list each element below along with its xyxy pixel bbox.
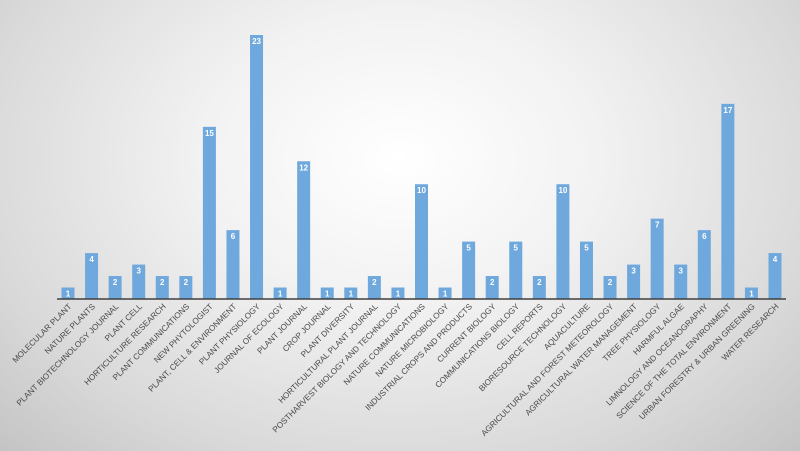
bar: [579, 241, 593, 299]
data-label: 1: [349, 290, 354, 299]
bar: [438, 287, 452, 299]
bar: [674, 264, 688, 299]
bar: [509, 241, 523, 299]
data-label: 2: [490, 278, 495, 287]
bar: [650, 218, 664, 299]
bar: [744, 287, 758, 299]
data-label: 10: [558, 186, 567, 195]
bar: [556, 184, 570, 299]
bar: [202, 126, 216, 300]
data-label: 4: [89, 255, 94, 264]
bar: [697, 230, 711, 299]
data-label: 1: [396, 290, 401, 299]
bar: [415, 184, 428, 299]
bar: [132, 264, 146, 299]
bar: [179, 276, 193, 299]
bar: [155, 276, 169, 299]
bar: [627, 264, 641, 299]
bar: [721, 103, 735, 299]
bar: [108, 276, 122, 299]
data-label: 17: [723, 106, 732, 115]
bar: [485, 276, 499, 299]
bar: [320, 287, 334, 299]
data-label: 3: [679, 267, 684, 276]
data-label: 6: [231, 232, 236, 241]
bar: [61, 287, 75, 299]
data-label: 15: [205, 129, 214, 138]
bar: [603, 276, 617, 299]
data-label: 5: [466, 244, 471, 253]
data-label: 1: [66, 290, 71, 299]
data-label: 1: [749, 290, 754, 299]
data-label: 7: [655, 221, 660, 230]
data-label: 3: [136, 267, 141, 276]
data-label: 5: [584, 244, 589, 253]
bar: [273, 287, 287, 299]
data-label: 23: [252, 37, 261, 46]
data-label: 2: [372, 278, 377, 287]
data-label: 12: [299, 163, 308, 172]
bar: [532, 276, 546, 299]
data-label: 3: [631, 267, 636, 276]
x-tick-label: AGRICULTURAL WATER MANAGEMENT: [524, 302, 639, 417]
data-label: 1: [278, 290, 283, 299]
data-label: 2: [113, 278, 118, 287]
bar: [297, 161, 311, 299]
data-label: 2: [608, 278, 613, 287]
data-label: 2: [184, 278, 189, 287]
bar: [462, 241, 476, 299]
data-label: 1: [325, 290, 330, 299]
bar: [768, 253, 782, 299]
bar: [344, 287, 358, 299]
data-label: 1: [443, 290, 448, 299]
data-label: 2: [537, 278, 542, 287]
bar: [367, 276, 381, 299]
bar: [391, 287, 405, 299]
x-tick-label: PLANT, CELL & ENVIRONMENT: [147, 302, 239, 394]
x-tick-label: PLANT BIOTECHNOLOGY JOURNAL: [15, 302, 121, 408]
data-label: 10: [417, 186, 426, 195]
bar: [85, 253, 99, 299]
bar: [250, 35, 264, 299]
bar: [226, 230, 240, 299]
data-label: 6: [702, 232, 707, 241]
data-label: 5: [514, 244, 519, 253]
data-label: 2: [160, 278, 165, 287]
data-label: 4: [773, 255, 778, 264]
